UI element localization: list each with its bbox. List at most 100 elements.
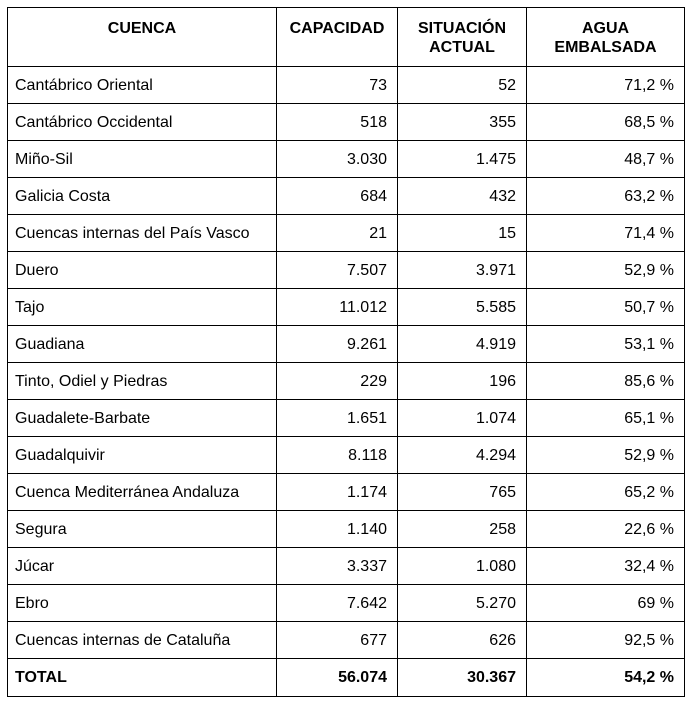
- capacidad-cell: 73: [276, 66, 398, 104]
- cuenca-cell: Ebro: [7, 584, 277, 622]
- capacidad-cell: 3.030: [276, 140, 398, 178]
- agua-cell: 85,6 %: [526, 362, 685, 400]
- agua-cell: 53,1 %: [526, 325, 685, 363]
- header-situacion: SITUACIÓN ACTUAL: [397, 7, 527, 67]
- capacidad-cell: 229: [276, 362, 398, 400]
- capacidad-cell: 7.507: [276, 251, 398, 289]
- table-row: Cuencas internas de Cataluña 677 626 92,5 %: [7, 621, 685, 659]
- capacidad-cell: 518: [276, 103, 398, 141]
- situacion-cell: 258: [397, 510, 527, 548]
- agua-cell: 63,2 %: [526, 177, 685, 215]
- agua-cell: 50,7 %: [526, 288, 685, 326]
- situacion-cell: 3.971: [397, 251, 527, 289]
- capacidad-cell: 21: [276, 214, 398, 252]
- situacion-cell: 4.294: [397, 436, 527, 474]
- situacion-cell: 196: [397, 362, 527, 400]
- agua-cell: 92,5 %: [526, 621, 685, 659]
- header-capacidad-text: CAPACIDAD: [289, 20, 385, 37]
- agua-cell: 48,7 %: [526, 140, 685, 178]
- cuenca-cell: Guadiana: [7, 325, 277, 363]
- cuenca-cell: Tinto, Odiel y Piedras: [7, 362, 277, 400]
- situacion-cell: 626: [397, 621, 527, 659]
- table-row: Guadalete-Barbate 1.651 1.074 65,1 %: [7, 399, 685, 437]
- cuenca-cell: Cuencas internas del País Vasco: [7, 214, 277, 252]
- capacidad-cell: 3.337: [276, 547, 398, 585]
- table-row: Júcar 3.337 1.080 32,4 %: [7, 547, 685, 585]
- table-row: Segura 1.140 258 22,6 %: [7, 510, 685, 548]
- table-row: Guadalquivir 8.118 4.294 52,9 %: [7, 436, 685, 474]
- total-cuenca-cell: TOTAL: [7, 658, 277, 697]
- cuenca-cell: Duero: [7, 251, 277, 289]
- table-row: Cuencas internas del País Vasco 21 15 71,4 …: [7, 214, 685, 252]
- situacion-cell: 52: [397, 66, 527, 104]
- capacidad-cell: 677: [276, 621, 398, 659]
- agua-cell: 65,1 %: [526, 399, 685, 437]
- total-row: TOTAL 56.074 30.367 54,2 %: [7, 658, 685, 697]
- cuenca-cell: Cantábrico Oriental: [7, 66, 277, 104]
- total-capacidad-cell: 56.074: [276, 658, 398, 697]
- table-row: Duero 7.507 3.971 52,9 %: [7, 251, 685, 289]
- capacidad-cell: 9.261: [276, 325, 398, 363]
- situacion-cell: 1.475: [397, 140, 527, 178]
- table-row: Guadiana 9.261 4.919 53,1 %: [7, 325, 685, 363]
- cuenca-cell: Galicia Costa: [7, 177, 277, 215]
- capacidad-cell: 1.174: [276, 473, 398, 511]
- table-footer: TOTAL 56.074 30.367 54,2 %: [7, 658, 685, 697]
- table-header: CUENCA CAPACIDAD SITUACIÓN ACTUAL AGUA EMB…: [7, 7, 685, 67]
- total-agua-cell: 54,2 %: [526, 658, 685, 697]
- situacion-cell: 1.080: [397, 547, 527, 585]
- header-situacion-line2: ACTUAL: [429, 39, 495, 56]
- header-row: CUENCA CAPACIDAD SITUACIÓN ACTUAL AGUA EMB…: [7, 7, 685, 67]
- table-row: Miño-Sil 3.030 1.475 48,7 %: [7, 140, 685, 178]
- table-row: Cantábrico Occidental 518 355 68,5 %: [7, 103, 685, 141]
- header-situacion-line1: SITUACIÓN: [418, 20, 506, 37]
- table-row: Cuenca Mediterránea Andaluza 1.174 765 65,2…: [7, 473, 685, 511]
- agua-cell: 22,6 %: [526, 510, 685, 548]
- cuenca-cell: Guadalquivir: [7, 436, 277, 474]
- table-body: Cantábrico Oriental 73 52 71,2 % Cantábrico …: [7, 66, 685, 659]
- situacion-cell: 355: [397, 103, 527, 141]
- situacion-cell: 5.585: [397, 288, 527, 326]
- table-row: Galicia Costa 684 432 63,2 %: [7, 177, 685, 215]
- situacion-cell: 4.919: [397, 325, 527, 363]
- agua-cell: 71,4 %: [526, 214, 685, 252]
- capacidad-cell: 8.118: [276, 436, 398, 474]
- header-agua-line1: AGUA: [581, 20, 630, 37]
- capacidad-cell: 1.651: [276, 399, 398, 437]
- agua-cell: 32,4 %: [526, 547, 685, 585]
- header-cuenca: CUENCA: [7, 7, 277, 67]
- cuenca-cell: Miño-Sil: [7, 140, 277, 178]
- situacion-cell: 765: [397, 473, 527, 511]
- capacidad-cell: 684: [276, 177, 398, 215]
- capacidad-cell: 7.642: [276, 584, 398, 622]
- cuenca-cell: Cuenca Mediterránea Andaluza: [7, 473, 277, 511]
- agua-cell: 52,9 %: [526, 251, 685, 289]
- cuenca-cell: Cantábrico Occidental: [7, 103, 277, 141]
- header-cuenca-text: CUENCA: [107, 20, 177, 37]
- agua-cell: 65,2 %: [526, 473, 685, 511]
- situacion-cell: 432: [397, 177, 527, 215]
- agua-cell: 69 %: [526, 584, 685, 622]
- table-row: Tajo 11.012 5.585 50,7 %: [7, 288, 685, 326]
- total-situacion-cell: 30.367: [397, 658, 527, 697]
- agua-cell: 71,2 %: [526, 66, 685, 104]
- situacion-cell: 1.074: [397, 399, 527, 437]
- situacion-cell: 15: [397, 214, 527, 252]
- header-capacidad: CAPACIDAD: [276, 7, 398, 67]
- agua-cell: 68,5 %: [526, 103, 685, 141]
- cuenca-cell: Segura: [7, 510, 277, 548]
- cuenca-cell: Cuencas internas de Cataluña: [7, 621, 277, 659]
- agua-cell: 52,9 %: [526, 436, 685, 474]
- reservoir-table: CUENCA CAPACIDAD SITUACIÓN ACTUAL AGUA EMB…: [7, 7, 685, 697]
- situacion-cell: 5.270: [397, 584, 527, 622]
- table-row: Cantábrico Oriental 73 52 71,2 %: [7, 66, 685, 104]
- table-row: Ebro 7.642 5.270 69 %: [7, 584, 685, 622]
- capacidad-cell: 11.012: [276, 288, 398, 326]
- header-agua: AGUA EMBALSADA: [526, 7, 685, 67]
- table-row: Tinto, Odiel y Piedras 229 196 85,6 %: [7, 362, 685, 400]
- header-agua-line2: EMBALSADA: [554, 39, 657, 56]
- cuenca-cell: Júcar: [7, 547, 277, 585]
- cuenca-cell: Guadalete-Barbate: [7, 399, 277, 437]
- cuenca-cell: Tajo: [7, 288, 277, 326]
- capacidad-cell: 1.140: [276, 510, 398, 548]
